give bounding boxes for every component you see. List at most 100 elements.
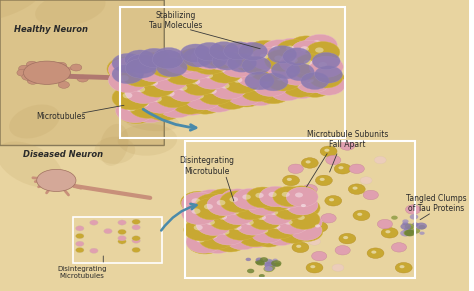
Circle shape [291,40,325,62]
Circle shape [136,86,145,92]
Circle shape [200,84,237,107]
Circle shape [214,87,250,109]
Circle shape [118,63,128,70]
Circle shape [271,61,300,79]
Circle shape [248,67,257,72]
Circle shape [131,99,169,123]
Circle shape [289,70,297,75]
Circle shape [178,71,188,77]
Circle shape [298,42,307,47]
Circle shape [419,225,426,229]
Circle shape [205,200,214,205]
Circle shape [196,89,205,95]
Circle shape [371,251,376,254]
Circle shape [261,204,294,225]
Text: Microtubule Subunits
Fall Apart: Microtubule Subunits Fall Apart [307,130,388,149]
Circle shape [229,197,238,202]
Circle shape [247,191,281,212]
Circle shape [250,85,259,91]
Circle shape [209,233,217,239]
Circle shape [212,52,242,70]
Circle shape [22,73,33,80]
Circle shape [285,186,317,206]
Circle shape [419,232,425,235]
Circle shape [242,76,277,98]
Circle shape [234,199,268,220]
Circle shape [198,207,233,230]
Circle shape [217,200,226,205]
Circle shape [55,62,67,69]
Ellipse shape [124,112,179,131]
Circle shape [224,93,233,99]
Circle shape [138,60,176,84]
Circle shape [160,58,170,64]
Circle shape [246,195,280,215]
Circle shape [183,67,220,90]
Text: Stabilizing
Tau Molecules: Stabilizing Tau Molecules [149,11,203,30]
Circle shape [141,97,150,102]
Circle shape [268,192,277,197]
Circle shape [186,231,222,253]
Circle shape [280,52,314,73]
Circle shape [163,51,201,74]
Circle shape [315,224,320,228]
Circle shape [58,81,70,88]
Circle shape [90,220,98,225]
Circle shape [152,83,162,88]
Ellipse shape [35,0,106,26]
Circle shape [220,46,256,68]
Circle shape [125,50,156,69]
Circle shape [201,53,210,58]
Circle shape [135,58,173,82]
Circle shape [164,62,201,85]
Circle shape [252,226,285,247]
Circle shape [178,85,187,91]
Circle shape [321,80,329,85]
Circle shape [104,228,112,234]
Circle shape [293,83,302,88]
Circle shape [164,52,202,75]
Circle shape [167,85,176,91]
Circle shape [129,95,167,118]
Circle shape [264,262,276,269]
Circle shape [312,45,321,50]
Circle shape [207,61,243,83]
Circle shape [288,198,320,218]
Circle shape [303,34,337,56]
Circle shape [107,57,146,81]
Circle shape [273,259,278,262]
Circle shape [304,60,312,65]
Circle shape [132,236,140,241]
Circle shape [132,219,140,224]
Circle shape [132,238,140,243]
Circle shape [174,68,184,74]
Circle shape [17,69,28,76]
Circle shape [260,228,268,233]
Circle shape [305,77,314,83]
Circle shape [209,42,239,60]
Circle shape [292,242,309,253]
Circle shape [132,70,142,76]
Circle shape [295,193,303,198]
Circle shape [164,68,173,74]
Circle shape [75,241,84,246]
Circle shape [109,68,147,93]
Circle shape [224,219,258,240]
Circle shape [123,58,162,82]
Circle shape [121,54,159,78]
FancyBboxPatch shape [0,0,164,146]
Circle shape [232,204,240,210]
Circle shape [247,269,255,273]
Circle shape [139,101,149,107]
Circle shape [182,97,191,103]
Circle shape [219,202,227,207]
Circle shape [298,222,313,232]
Circle shape [197,97,206,103]
Circle shape [274,231,282,236]
Circle shape [312,40,321,45]
Circle shape [109,58,147,82]
Circle shape [301,204,306,207]
Ellipse shape [94,136,135,164]
Circle shape [181,191,217,214]
Circle shape [284,77,319,99]
